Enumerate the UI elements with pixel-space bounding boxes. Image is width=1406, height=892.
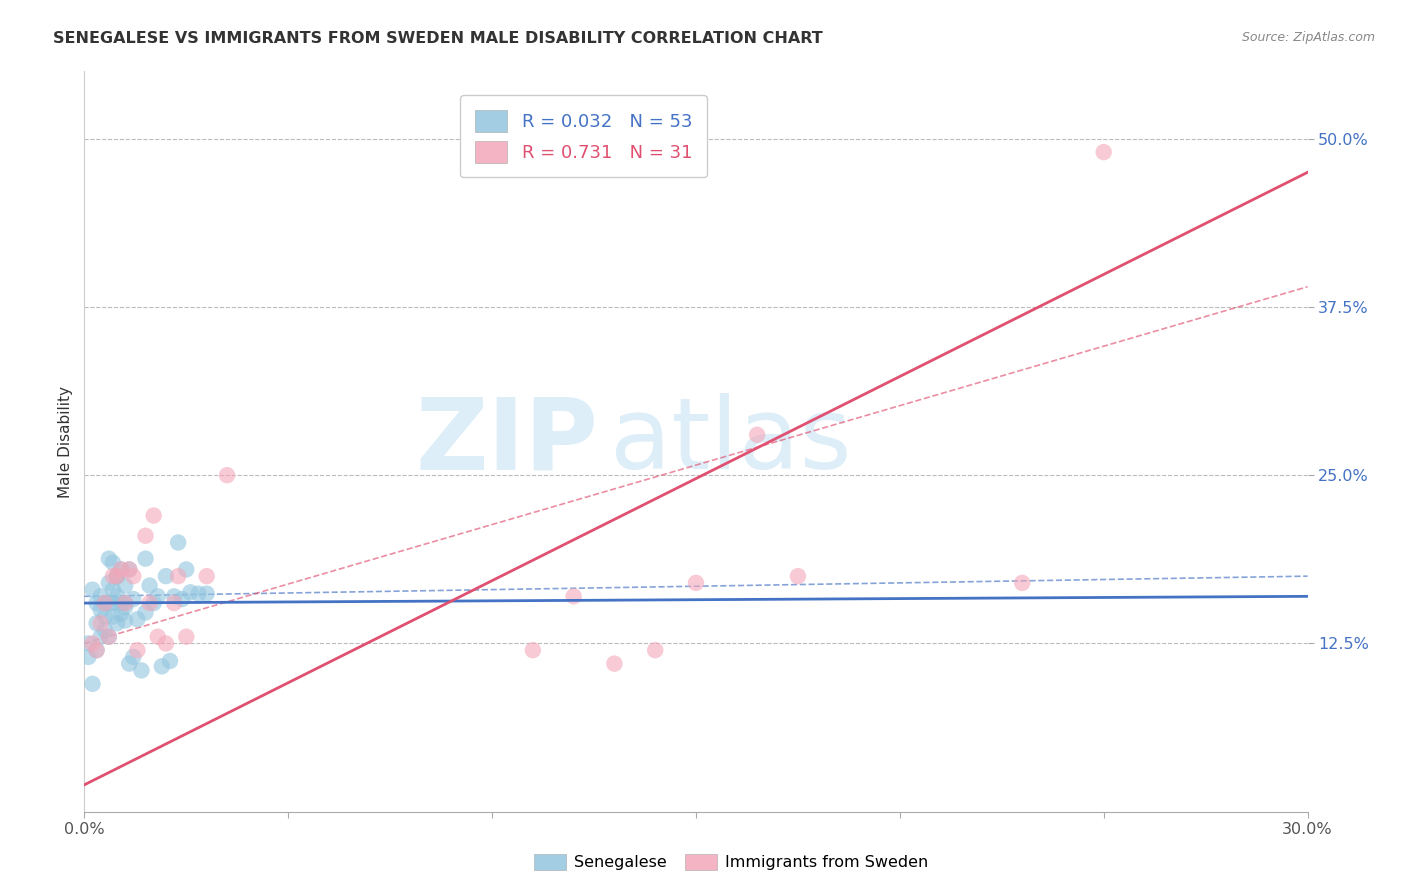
- Point: [163, 590, 186, 604]
- Point: [787, 569, 810, 583]
- Point: [1092, 145, 1115, 160]
- Legend: Senegalese, Immigrants from Sweden: Senegalese, Immigrants from Sweden: [527, 847, 935, 877]
- Point: [138, 578, 160, 592]
- Point: [110, 607, 132, 621]
- Point: [142, 508, 165, 523]
- Point: [110, 596, 132, 610]
- Point: [114, 614, 136, 628]
- Point: [167, 569, 190, 583]
- Point: [562, 590, 585, 604]
- Point: [142, 596, 165, 610]
- Point: [105, 569, 128, 583]
- Point: [118, 657, 141, 671]
- Point: [97, 575, 120, 590]
- Point: [86, 616, 108, 631]
- Text: Source: ZipAtlas.com: Source: ZipAtlas.com: [1241, 31, 1375, 45]
- Point: [138, 596, 160, 610]
- Point: [105, 616, 128, 631]
- Point: [110, 562, 132, 576]
- Point: [101, 609, 124, 624]
- Point: [1011, 575, 1033, 590]
- Point: [82, 677, 104, 691]
- Point: [86, 643, 108, 657]
- Point: [217, 468, 239, 483]
- Point: [101, 569, 124, 583]
- Point: [135, 606, 157, 620]
- Point: [86, 596, 108, 610]
- Point: [159, 654, 181, 668]
- Point: [174, 630, 197, 644]
- Text: ZIP: ZIP: [415, 393, 598, 490]
- Text: SENEGALESE VS IMMIGRANTS FROM SWEDEN MALE DISABILITY CORRELATION CHART: SENEGALESE VS IMMIGRANTS FROM SWEDEN MAL…: [53, 31, 823, 46]
- Point: [114, 600, 136, 615]
- Point: [685, 575, 707, 590]
- Point: [101, 596, 124, 610]
- Point: [105, 590, 128, 604]
- Point: [90, 603, 112, 617]
- Point: [97, 596, 120, 610]
- Point: [114, 596, 136, 610]
- Legend: R = 0.032   N = 53, R = 0.731   N = 31: R = 0.032 N = 53, R = 0.731 N = 31: [460, 95, 707, 178]
- Point: [195, 569, 218, 583]
- Point: [179, 585, 201, 599]
- Point: [105, 569, 128, 583]
- Point: [131, 664, 153, 678]
- Point: [150, 659, 173, 673]
- Point: [105, 569, 128, 583]
- Point: [155, 636, 177, 650]
- Point: [127, 612, 149, 626]
- Point: [93, 609, 115, 624]
- Point: [167, 535, 190, 549]
- Point: [187, 587, 209, 601]
- Point: [155, 569, 177, 583]
- Point: [174, 562, 197, 576]
- Point: [90, 616, 112, 631]
- Point: [163, 596, 186, 610]
- Point: [93, 623, 115, 637]
- Point: [97, 551, 120, 566]
- Point: [93, 596, 115, 610]
- Point: [135, 551, 157, 566]
- Point: [82, 582, 104, 597]
- Point: [522, 643, 544, 657]
- Point: [114, 578, 136, 592]
- Point: [195, 587, 218, 601]
- Point: [114, 596, 136, 610]
- Point: [644, 643, 666, 657]
- Point: [97, 630, 120, 644]
- Point: [118, 562, 141, 576]
- Point: [77, 636, 100, 650]
- Point: [146, 630, 169, 644]
- Point: [77, 649, 100, 664]
- Point: [118, 562, 141, 576]
- Point: [146, 590, 169, 604]
- Point: [747, 427, 769, 442]
- Point: [135, 529, 157, 543]
- Point: [110, 562, 132, 576]
- Point: [172, 592, 194, 607]
- Point: [101, 556, 124, 570]
- Point: [127, 643, 149, 657]
- Y-axis label: Male Disability: Male Disability: [58, 385, 73, 498]
- Point: [122, 649, 145, 664]
- Text: atlas: atlas: [610, 393, 852, 490]
- Point: [90, 630, 112, 644]
- Point: [86, 643, 108, 657]
- Point: [122, 569, 145, 583]
- Point: [122, 592, 145, 607]
- Point: [90, 590, 112, 604]
- Point: [97, 630, 120, 644]
- Point: [82, 636, 104, 650]
- Point: [101, 582, 124, 597]
- Point: [93, 596, 115, 610]
- Point: [603, 657, 626, 671]
